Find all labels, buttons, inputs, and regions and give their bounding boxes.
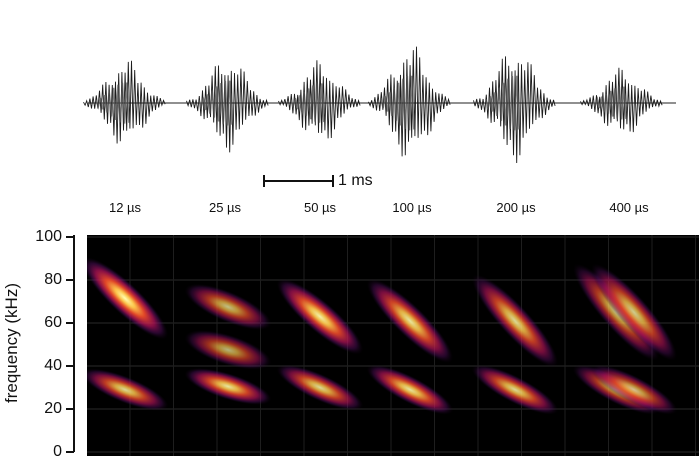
waveform-core: [95, 82, 130, 124]
scale-bar: 1 ms: [263, 172, 373, 189]
y-tick-label: 40: [44, 357, 62, 374]
spectrogram-panel: [87, 235, 699, 456]
spectrogram-blobs: [87, 257, 678, 415]
condition-label: 100 µs: [392, 200, 432, 215]
y-tick-label: 0: [53, 443, 62, 458]
waveform-trace: [580, 67, 663, 133]
spectrogram-blob: [276, 364, 364, 411]
y-tick-label: 60: [44, 314, 62, 331]
y-tick-label: 80: [44, 271, 62, 288]
spectrogram-blob: [184, 283, 272, 330]
y-tick-label: 20: [44, 400, 62, 417]
condition-label: 400 µs: [609, 200, 649, 215]
condition-label: 12 µs: [109, 200, 142, 215]
waveform-core: [380, 75, 415, 131]
waveform-core: [592, 86, 627, 120]
condition-label: 50 µs: [304, 200, 337, 215]
spectrogram-blob: [590, 364, 678, 415]
spectrogram-blob: [366, 278, 454, 363]
scale-bar-label: 1 ms: [338, 172, 373, 189]
condition-label: 25 µs: [209, 200, 242, 215]
spectrogram-blob: [591, 263, 677, 361]
spectrogram-blob: [366, 364, 454, 415]
spectrogram-blob: [184, 330, 272, 370]
y-ticks: 0 20 40 60 80 100: [35, 228, 74, 458]
y-tick-label: 100: [35, 228, 62, 245]
spectrogram-blob: [87, 257, 169, 340]
waveform-core: [485, 75, 520, 131]
waveform-panel: [83, 46, 676, 164]
waveform-core: [290, 83, 325, 123]
spectrogram-blob: [276, 278, 364, 355]
waveform-core: [198, 80, 233, 126]
y-axis-title: frequency (kHz): [2, 283, 21, 403]
spectrogram-blob: [87, 368, 169, 411]
condition-labels: 12 µs 25 µs 50 µs 100 µs 200 µs 400 µs: [109, 200, 649, 215]
waveform-trace: [278, 60, 361, 139]
spectrogram-blob: [471, 364, 559, 415]
spectrogram-blob: [184, 367, 272, 405]
y-axis: 0 20 40 60 80 100 frequency (kHz): [2, 228, 75, 458]
spectrogram-blob: [472, 274, 559, 368]
condition-label: 200 µs: [496, 200, 536, 215]
waveform-trace: [83, 60, 166, 144]
